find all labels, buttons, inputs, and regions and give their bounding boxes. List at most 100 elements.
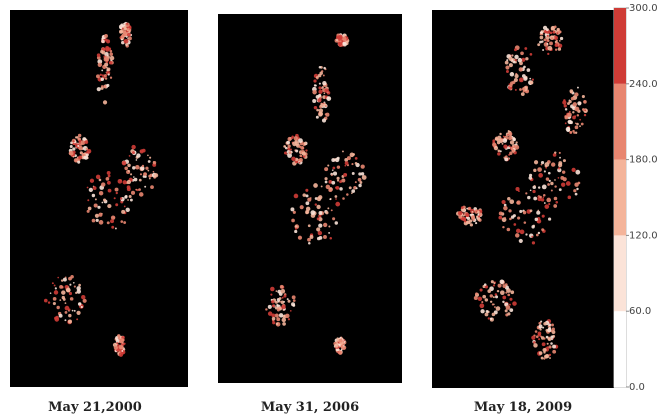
snow-pixel <box>291 157 295 161</box>
snow-pixel <box>325 181 328 184</box>
snow-pixel <box>547 39 550 42</box>
snow-pixel <box>343 173 347 177</box>
snow-pixel <box>281 286 283 288</box>
snow-pixel <box>339 187 343 191</box>
snow-pixel <box>295 141 299 145</box>
snow-pixel <box>500 279 505 284</box>
snow-pixel <box>552 345 556 349</box>
snow-pixel <box>72 310 74 312</box>
snow-pixel <box>548 172 551 175</box>
snow-pixel <box>337 180 339 182</box>
snow-pixel <box>496 138 499 141</box>
snow-pixel <box>555 201 558 204</box>
snow-pixel <box>507 312 510 315</box>
snow-pixel <box>316 116 319 119</box>
snow-pixel <box>283 295 286 298</box>
snow-pixel <box>542 342 546 346</box>
snow-pixel <box>81 295 85 299</box>
snow-pixel <box>547 35 549 37</box>
snow-pixel <box>317 217 320 220</box>
snow-pixel <box>115 203 118 206</box>
snow-pixel <box>88 207 92 211</box>
snow-pixel <box>335 198 337 200</box>
snow-pixel <box>563 159 566 162</box>
snow-pixel <box>516 141 518 143</box>
snow-pixel <box>338 351 342 355</box>
snow-pixel <box>463 215 465 217</box>
snow-pixel <box>56 306 59 309</box>
snow-pixel <box>498 149 501 152</box>
snow-pixel <box>351 192 353 194</box>
snow-pixel <box>111 215 115 219</box>
snow-pixel <box>268 305 272 309</box>
snow-pixel <box>335 195 338 198</box>
snow-pixel <box>325 105 327 107</box>
snow-pixel <box>343 42 346 45</box>
snow-pixel <box>509 83 511 85</box>
snow-pixel <box>322 106 324 108</box>
snow-pixel <box>510 140 514 144</box>
snow-pixel <box>487 289 491 293</box>
snow-pixel <box>318 211 322 215</box>
snow-pixel <box>543 194 546 197</box>
snow-pixel <box>330 187 332 189</box>
snow-pixel <box>99 179 102 182</box>
snow-pixel <box>514 78 518 82</box>
snow-pixel <box>523 66 526 69</box>
snow-pixel <box>525 192 527 194</box>
snow-pixel <box>519 210 522 213</box>
snow-pixel <box>509 152 512 155</box>
snow-pixel <box>135 165 139 169</box>
snow-pixel <box>476 209 478 211</box>
snow-pixel <box>554 197 558 201</box>
snow-pixel <box>288 137 292 141</box>
snow-pixel <box>290 310 292 312</box>
snow-pixel <box>100 74 102 76</box>
snow-pixel <box>334 343 338 347</box>
snow-pixel <box>532 79 534 81</box>
snow-pixel <box>105 75 107 77</box>
snow-pixel <box>312 90 317 95</box>
snow-pixel <box>63 298 66 301</box>
snow-pixel <box>518 58 522 62</box>
snow-pixel <box>329 237 332 240</box>
snow-pixel <box>530 53 533 56</box>
snow-pixel <box>541 40 543 42</box>
snow-pixel <box>524 221 527 224</box>
snow-pixel <box>490 318 492 320</box>
snow-pixel <box>326 96 331 101</box>
snow-pixel <box>535 330 538 333</box>
snow-pixel <box>548 345 551 348</box>
snow-pixel <box>145 167 148 170</box>
snow-pixel <box>523 76 528 81</box>
snow-pixel <box>548 217 551 220</box>
snow-pixel <box>581 123 584 126</box>
snow-pixel <box>544 204 549 209</box>
snow-pixel <box>82 153 85 156</box>
snow-pixel <box>544 162 549 167</box>
snow-pixel <box>542 49 544 51</box>
snow-pixel <box>479 303 484 308</box>
snow-pixel <box>533 169 536 172</box>
snow-pixel <box>144 176 146 178</box>
snow-pixel <box>323 67 325 69</box>
snow-pixel <box>73 140 75 142</box>
snow-pixel <box>324 177 327 180</box>
snow-pixel <box>336 39 338 41</box>
snow-pixel <box>555 49 557 51</box>
snow-pixel <box>102 74 104 76</box>
snow-pixel <box>338 42 343 47</box>
snow-pixel <box>123 23 125 25</box>
snow-pixel <box>121 210 125 214</box>
snow-pixel <box>78 146 83 151</box>
snow-pixel <box>64 319 66 321</box>
snow-pixel <box>546 346 548 348</box>
snow-pixel <box>99 220 104 225</box>
snow-pixel <box>351 163 353 165</box>
snow-pixel <box>554 179 556 181</box>
snow-pixel <box>503 206 508 211</box>
snow-pixel <box>116 192 118 194</box>
snow-pixel <box>352 153 355 156</box>
snow-pixel <box>61 290 65 294</box>
snow-pixel <box>107 204 111 208</box>
